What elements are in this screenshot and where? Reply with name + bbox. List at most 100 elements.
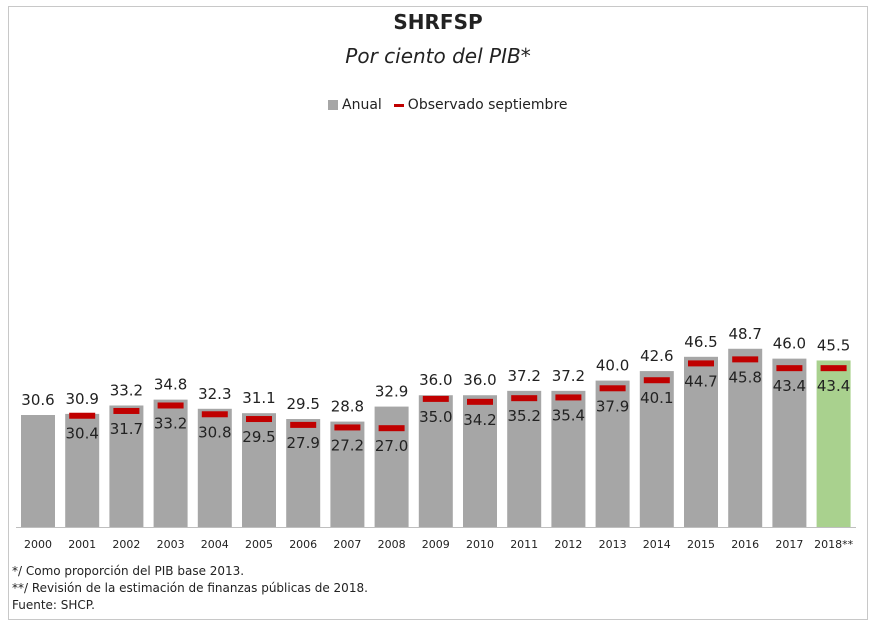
label-observado-2012: 35.4: [552, 406, 585, 424]
bar-anual-2017: [772, 358, 807, 527]
footnote-3: Fuente: SHCP.: [12, 598, 95, 612]
marker-observado-2003: [157, 402, 184, 409]
marker-observado-2012: [555, 394, 582, 401]
label-observado-2004: 30.8: [198, 423, 231, 441]
label-observado-2014: 40.1: [640, 389, 673, 407]
bar-anual-2011: [507, 390, 542, 527]
bar-anual-2009: [418, 395, 453, 527]
chart-title: SHRFSP: [393, 10, 483, 34]
label-observado-2003: 33.2: [154, 414, 187, 432]
marker-observado-2005: [246, 416, 272, 423]
bar-anual-2010: [463, 395, 497, 527]
tick-2011: 2011: [510, 538, 538, 551]
label-anual-2000: 30.6: [21, 391, 54, 409]
label-observado-2016: 45.8: [728, 368, 761, 386]
marker-observado-2016: [732, 356, 759, 363]
tick-2008: 2008: [378, 538, 406, 551]
bar-anual-2012: [551, 390, 586, 527]
tick-2013: 2013: [599, 538, 627, 551]
label-anual-2012: 37.2: [552, 367, 585, 385]
tick-2000: 2000: [24, 538, 52, 551]
label-observado-2002: 31.7: [110, 420, 143, 438]
tick-2014: 2014: [643, 538, 671, 551]
bar-anual-2007: [330, 421, 365, 527]
label-observado-2013: 37.9: [596, 397, 629, 415]
marker-observado-2010: [467, 398, 493, 405]
marker-observado-2017: [776, 365, 803, 372]
legend-swatch-observado: [393, 103, 404, 107]
bar-anual-2016: [728, 348, 763, 527]
label-anual-2006: 29.5: [286, 395, 319, 413]
bar-anual-2003: [153, 399, 188, 527]
label-anual-2018: 45.5: [817, 336, 850, 354]
label-observado-2008: 27.0: [375, 437, 408, 455]
marker-observado-2014: [643, 377, 670, 384]
label-anual-2011: 37.2: [507, 367, 540, 385]
label-observado-2007: 27.2: [331, 436, 364, 454]
tick-2004: 2004: [201, 538, 229, 551]
marker-observado-2018: [820, 365, 847, 372]
label-observado-2010: 34.2: [463, 411, 496, 429]
label-anual-2007: 28.8: [331, 398, 364, 416]
label-anual-2017: 46.0: [773, 335, 806, 353]
label-anual-2003: 34.8: [154, 376, 187, 394]
tick-2001: 2001: [68, 538, 96, 551]
chart-legend: Anual Observado septiembre: [328, 96, 568, 114]
tick-2018: 2018**: [814, 538, 853, 551]
label-anual-2009: 36.0: [419, 371, 452, 389]
label-observado-2017: 43.4: [773, 377, 806, 395]
tick-2006: 2006: [289, 538, 317, 551]
bar-anual-2006: [286, 419, 321, 527]
marker-observado-2009: [422, 395, 449, 402]
label-observado-2015: 44.7: [684, 372, 717, 390]
marker-observado-2004: [201, 411, 228, 418]
label-observado-2005: 29.5: [242, 428, 275, 446]
label-anual-2010: 36.0: [463, 371, 496, 389]
marker-observado-2008: [378, 425, 405, 432]
marker-observado-2013: [599, 385, 626, 392]
bar-anual-2004: [197, 408, 232, 527]
label-anual-2005: 31.1: [242, 389, 275, 407]
bar-anual-2015: [684, 356, 718, 527]
footnote-2: **/ Revisión de la estimación de finanza…: [12, 581, 368, 595]
label-observado-2006: 27.9: [286, 434, 319, 452]
bar-anual-2014: [639, 371, 674, 527]
marker-observado-2002: [113, 407, 140, 414]
label-anual-2014: 42.6: [640, 347, 673, 365]
bar-anual-2001: [65, 413, 100, 527]
tick-2012: 2012: [554, 538, 582, 551]
marker-observado-2001: [69, 412, 96, 419]
label-anual-2013: 40.0: [596, 357, 629, 375]
marker-observado-2007: [334, 424, 361, 431]
bar-anual-2018: [816, 360, 851, 527]
legend-label-observado: Observado septiembre: [407, 97, 568, 113]
label-anual-2016: 48.7: [728, 325, 761, 343]
legend-label-anual: Anual: [342, 97, 382, 113]
marker-observado-2011: [511, 395, 538, 402]
label-observado-2011: 35.2: [507, 407, 540, 425]
tick-2010: 2010: [466, 538, 494, 551]
tick-2016: 2016: [731, 538, 759, 551]
marker-observado-2015: [688, 360, 714, 367]
legend-swatch-anual: [328, 100, 338, 110]
tick-2002: 2002: [112, 538, 140, 551]
chart-subtitle: Por ciento del PIB*: [345, 44, 531, 68]
tick-2015: 2015: [687, 538, 715, 551]
label-anual-2008: 32.9: [375, 383, 408, 401]
label-observado-2001: 30.4: [65, 425, 98, 443]
bar-anual-2013: [595, 380, 630, 527]
label-observado-2018: 43.4: [817, 377, 850, 395]
bar-anual-2008: [374, 406, 409, 527]
bar-anual-2005: [242, 413, 276, 527]
tick-2003: 2003: [157, 538, 185, 551]
bar-anual-2000: [21, 415, 55, 527]
label-anual-2001: 30.9: [65, 390, 98, 408]
marker-observado-2006: [290, 421, 317, 428]
bar-anual-2002: [109, 405, 144, 527]
label-anual-2004: 32.3: [198, 385, 231, 403]
label-anual-2015: 46.5: [684, 333, 717, 351]
tick-2005: 2005: [245, 538, 273, 551]
tick-2009: 2009: [422, 538, 450, 551]
label-observado-2009: 35.0: [419, 408, 452, 426]
